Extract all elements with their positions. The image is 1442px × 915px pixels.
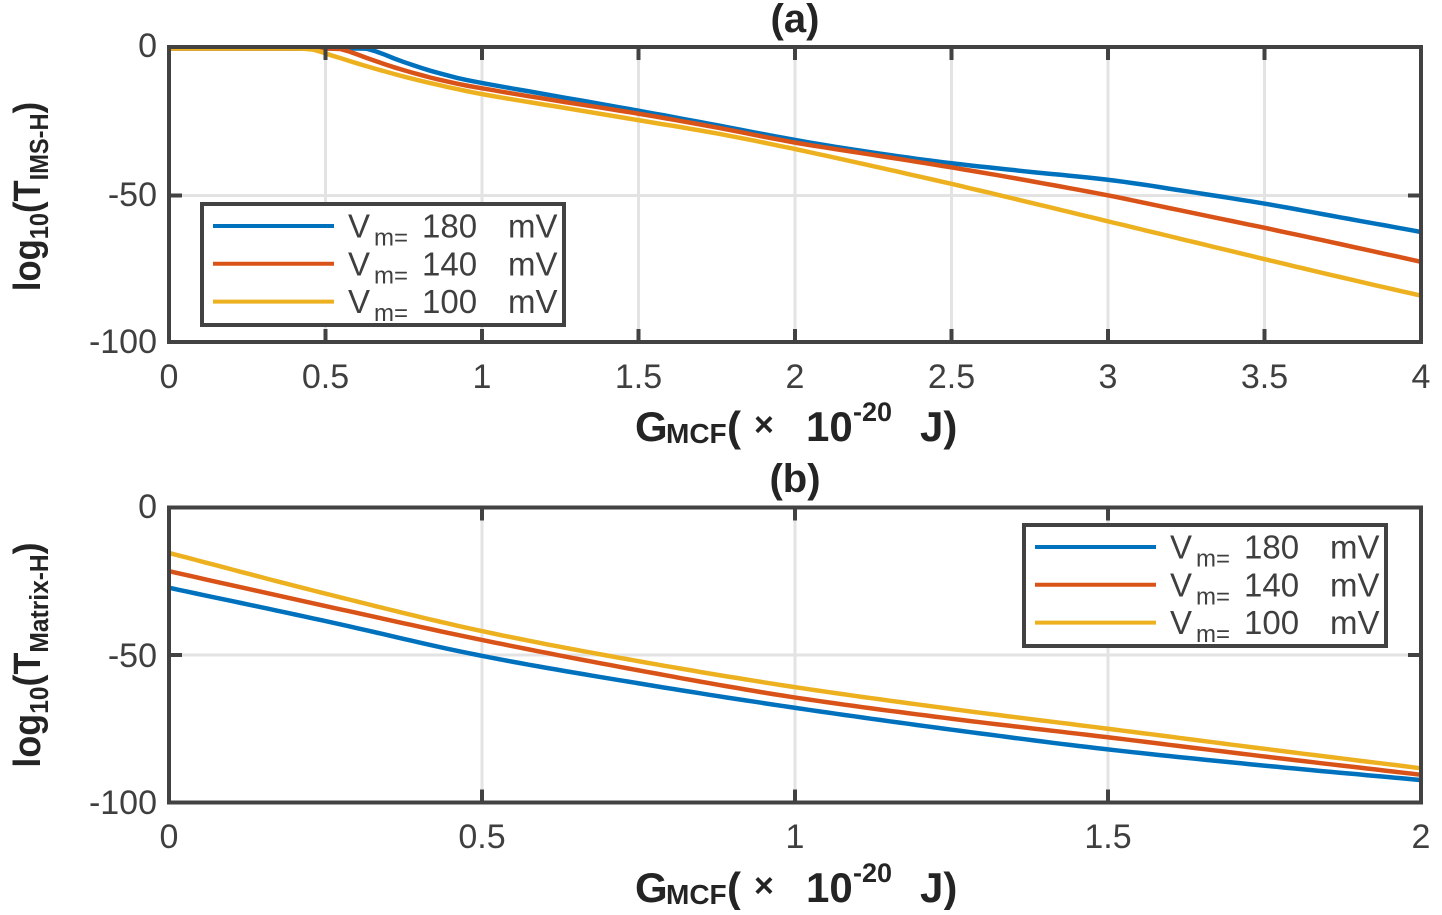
svg-text:2.5: 2.5 bbox=[928, 358, 975, 396]
svg-text:-20: -20 bbox=[853, 858, 892, 888]
svg-text:MCF: MCF bbox=[666, 879, 727, 910]
svg-text:log10(TMatrix-H): log10(TMatrix-H) bbox=[6, 542, 54, 767]
svg-text:10: 10 bbox=[806, 403, 853, 450]
svg-text:V: V bbox=[348, 245, 370, 282]
svg-text:100: 100 bbox=[1244, 604, 1299, 641]
svg-text:mV: mV bbox=[1330, 529, 1380, 566]
svg-text:(a): (a) bbox=[771, 0, 820, 41]
svg-text:G: G bbox=[635, 864, 668, 910]
svg-text:J): J) bbox=[920, 864, 957, 910]
svg-text:1.5: 1.5 bbox=[615, 358, 662, 396]
svg-text:mV: mV bbox=[508, 208, 558, 245]
svg-text:m=: m= bbox=[1196, 621, 1230, 648]
svg-text:0.5: 0.5 bbox=[302, 358, 349, 396]
svg-text:-100: -100 bbox=[89, 784, 157, 822]
svg-text:140: 140 bbox=[1244, 566, 1299, 603]
svg-text:×: × bbox=[754, 867, 774, 905]
svg-text:3.5: 3.5 bbox=[1241, 358, 1288, 396]
svg-text:4: 4 bbox=[1412, 358, 1431, 396]
svg-text:m=: m= bbox=[1196, 546, 1230, 573]
svg-text:3: 3 bbox=[1099, 358, 1118, 396]
svg-text:0: 0 bbox=[138, 27, 157, 65]
svg-text:MCF: MCF bbox=[666, 418, 727, 449]
svg-text:V: V bbox=[1170, 529, 1192, 566]
svg-text:mV: mV bbox=[1330, 566, 1380, 603]
svg-text:mV: mV bbox=[1330, 604, 1380, 641]
svg-text:V: V bbox=[1170, 604, 1192, 641]
svg-text:G: G bbox=[635, 403, 668, 450]
svg-text:m=: m= bbox=[374, 262, 408, 289]
svg-text:0: 0 bbox=[138, 488, 157, 526]
svg-text:0: 0 bbox=[160, 818, 179, 856]
svg-text:J): J) bbox=[920, 403, 957, 450]
svg-text:140: 140 bbox=[422, 245, 477, 282]
svg-text:V: V bbox=[348, 283, 370, 320]
svg-text:180: 180 bbox=[422, 208, 477, 245]
svg-text:-50: -50 bbox=[108, 176, 157, 214]
svg-text:V: V bbox=[1170, 566, 1192, 603]
svg-text:m=: m= bbox=[374, 300, 408, 327]
svg-text:10: 10 bbox=[806, 864, 853, 910]
svg-text:2: 2 bbox=[1412, 818, 1431, 856]
svg-text:×: × bbox=[754, 406, 774, 444]
svg-text:0: 0 bbox=[160, 358, 179, 396]
svg-text:1.5: 1.5 bbox=[1084, 818, 1131, 856]
svg-text:mV: mV bbox=[508, 283, 558, 320]
svg-text:-100: -100 bbox=[89, 323, 157, 361]
svg-text:1: 1 bbox=[786, 818, 805, 856]
svg-text:100: 100 bbox=[422, 283, 477, 320]
svg-text:m=: m= bbox=[374, 225, 408, 252]
svg-text:(: ( bbox=[727, 403, 741, 450]
svg-text:V: V bbox=[348, 208, 370, 245]
svg-text:-20: -20 bbox=[853, 397, 892, 427]
svg-text:(b): (b) bbox=[769, 457, 820, 501]
svg-text:1: 1 bbox=[473, 358, 492, 396]
svg-text:(: ( bbox=[727, 864, 741, 910]
svg-text:mV: mV bbox=[508, 245, 558, 282]
svg-text:180: 180 bbox=[1244, 529, 1299, 566]
svg-text:2: 2 bbox=[786, 358, 805, 396]
svg-text:m=: m= bbox=[1196, 583, 1230, 610]
svg-text:-50: -50 bbox=[108, 637, 157, 675]
svg-text:0.5: 0.5 bbox=[458, 818, 505, 856]
